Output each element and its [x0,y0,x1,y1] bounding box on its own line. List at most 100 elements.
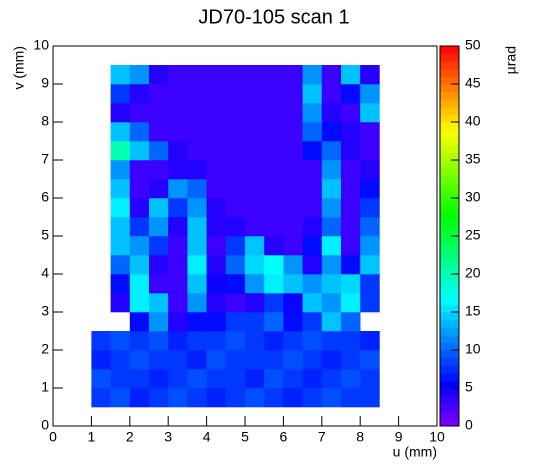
colorbar-swatch [440,266,459,275]
heatmap-cell [129,388,150,408]
heatmap-cell [187,84,207,104]
heatmap-cell [110,255,131,275]
heatmap-cell [302,122,323,142]
x-tick-label: 5 [241,429,249,445]
heatmap-cell [360,122,380,142]
colorbar-swatch [440,106,459,115]
y-tick-label: 8 [41,113,49,129]
heatmap-cell [129,122,150,142]
heatmap-cell [110,388,131,408]
colorbar-swatch [440,68,459,77]
heatmap-cell [245,217,265,237]
heatmap-cell [129,179,150,199]
heatmap-cell [245,350,265,370]
x-tick-label: 2 [126,429,134,445]
heatmap-cell [321,84,342,104]
heatmap-cell [168,198,188,218]
x-axis-title: u (mm) [393,444,437,460]
heatmap-cell [187,236,207,256]
heatmap-cell [110,293,131,313]
heatmap-cell [360,274,380,294]
heatmap-cell [225,103,246,123]
heatmap-cell [302,217,323,237]
colorbar-tick-label: 50 [465,37,481,53]
heatmap-cell [302,293,323,313]
heatmap-cell [341,84,361,104]
heatmap-cell [168,274,188,294]
heatmap-cell [187,198,207,218]
heatmap-cell [225,65,246,85]
heatmap-cell [129,65,150,85]
heatmap-cell [341,331,361,351]
heatmap-cell [149,122,169,142]
heatmap-cell [129,274,150,294]
heatmap-cell [302,255,323,275]
heatmap-cell [283,293,303,313]
colorbar-tick-label: 0 [465,417,473,433]
heatmap-cell [341,65,361,85]
heatmap-cell [168,350,188,370]
heatmap-cell [187,274,207,294]
heatmap-cell [187,312,207,332]
heatmap-cell [206,84,227,104]
heatmap-cell [129,312,150,332]
y-tick-label: 10 [33,37,49,53]
colorbar-swatch [440,334,459,343]
heatmap-cell [360,293,380,313]
heatmap-cell [129,350,150,370]
heatmap-cell [168,141,188,161]
y-tick-label: 5 [41,227,49,243]
heatmap-cell [283,312,303,332]
heatmap-cell [245,160,265,180]
heatmap-cell [206,179,227,199]
heatmap-cell [168,236,188,256]
heatmap-cell [206,312,227,332]
heatmap-cell [264,312,284,332]
heatmap-cell [321,331,342,351]
colorbar-swatch [440,182,459,191]
colorbar-swatch [440,289,459,298]
heatmap-cell [225,255,246,275]
heatmap-cell [110,331,131,351]
x-tick-label: 9 [395,429,403,445]
heatmap-cell [225,369,246,389]
heatmap-cell [187,179,207,199]
heatmap-cell [149,141,169,161]
colorbar-swatch [440,205,459,214]
colorbar-swatch [440,152,459,161]
heatmap-cell [225,350,246,370]
heatmap-cell [225,331,246,351]
heatmap-cell [110,84,131,104]
heatmap-cell [149,331,169,351]
heatmap-cell [360,141,380,161]
heatmap-cell [206,160,227,180]
heatmap-cell [168,103,188,123]
x-tick-label: 10 [429,429,445,445]
x-tick-label: 3 [164,429,172,445]
heatmap-cell [245,103,265,123]
y-tick-label: 4 [41,265,49,281]
heatmap-cell [129,369,150,389]
heatmap-cell [110,65,131,85]
heatmap-cell [91,331,111,351]
heatmap-cell [264,217,284,237]
heatmap-cell [168,331,188,351]
heatmap-cell [360,198,380,218]
x-tick-label: 8 [356,429,364,445]
heatmap-cell [245,65,265,85]
heatmap-cell [110,103,131,123]
heatmap-cell [91,369,111,389]
heatmap-cell [225,179,246,199]
y-tick-label: 7 [41,151,49,167]
heatmap-cell [302,312,323,332]
colorbar-swatch [440,388,459,397]
colorbar-swatch [440,91,459,100]
colorbar-swatch [440,296,459,305]
colorbar-swatch [440,410,459,419]
heatmap-cell [225,274,246,294]
heatmap-cell [206,65,227,85]
heatmap-cell [129,217,150,237]
heatmap-cell [360,331,380,351]
x-tick-label: 1 [88,429,96,445]
